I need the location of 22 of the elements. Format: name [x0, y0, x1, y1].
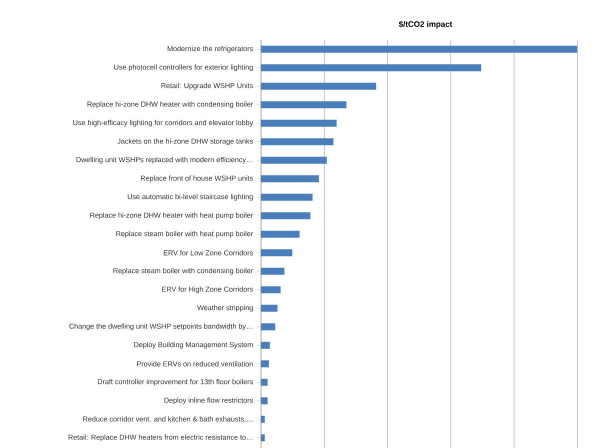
- bar: [260, 360, 269, 368]
- bar: [260, 82, 376, 90]
- bar: [260, 212, 310, 220]
- bar: [260, 64, 482, 72]
- bar: [260, 101, 346, 108]
- bar: [260, 249, 292, 256]
- bar: [260, 342, 270, 349]
- bar: [260, 230, 300, 238]
- bar: [260, 323, 276, 330]
- bar: [260, 416, 265, 423]
- bar: [260, 175, 319, 182]
- bar: [260, 268, 284, 275]
- bar: [260, 46, 578, 53]
- bar: [260, 120, 337, 127]
- bar: [260, 138, 334, 146]
- bar: [260, 304, 278, 312]
- bar: [260, 378, 268, 386]
- bar: [260, 156, 327, 164]
- bar: [260, 286, 281, 294]
- bar: [260, 194, 313, 201]
- bar: [260, 397, 268, 404]
- bar: [260, 434, 265, 442]
